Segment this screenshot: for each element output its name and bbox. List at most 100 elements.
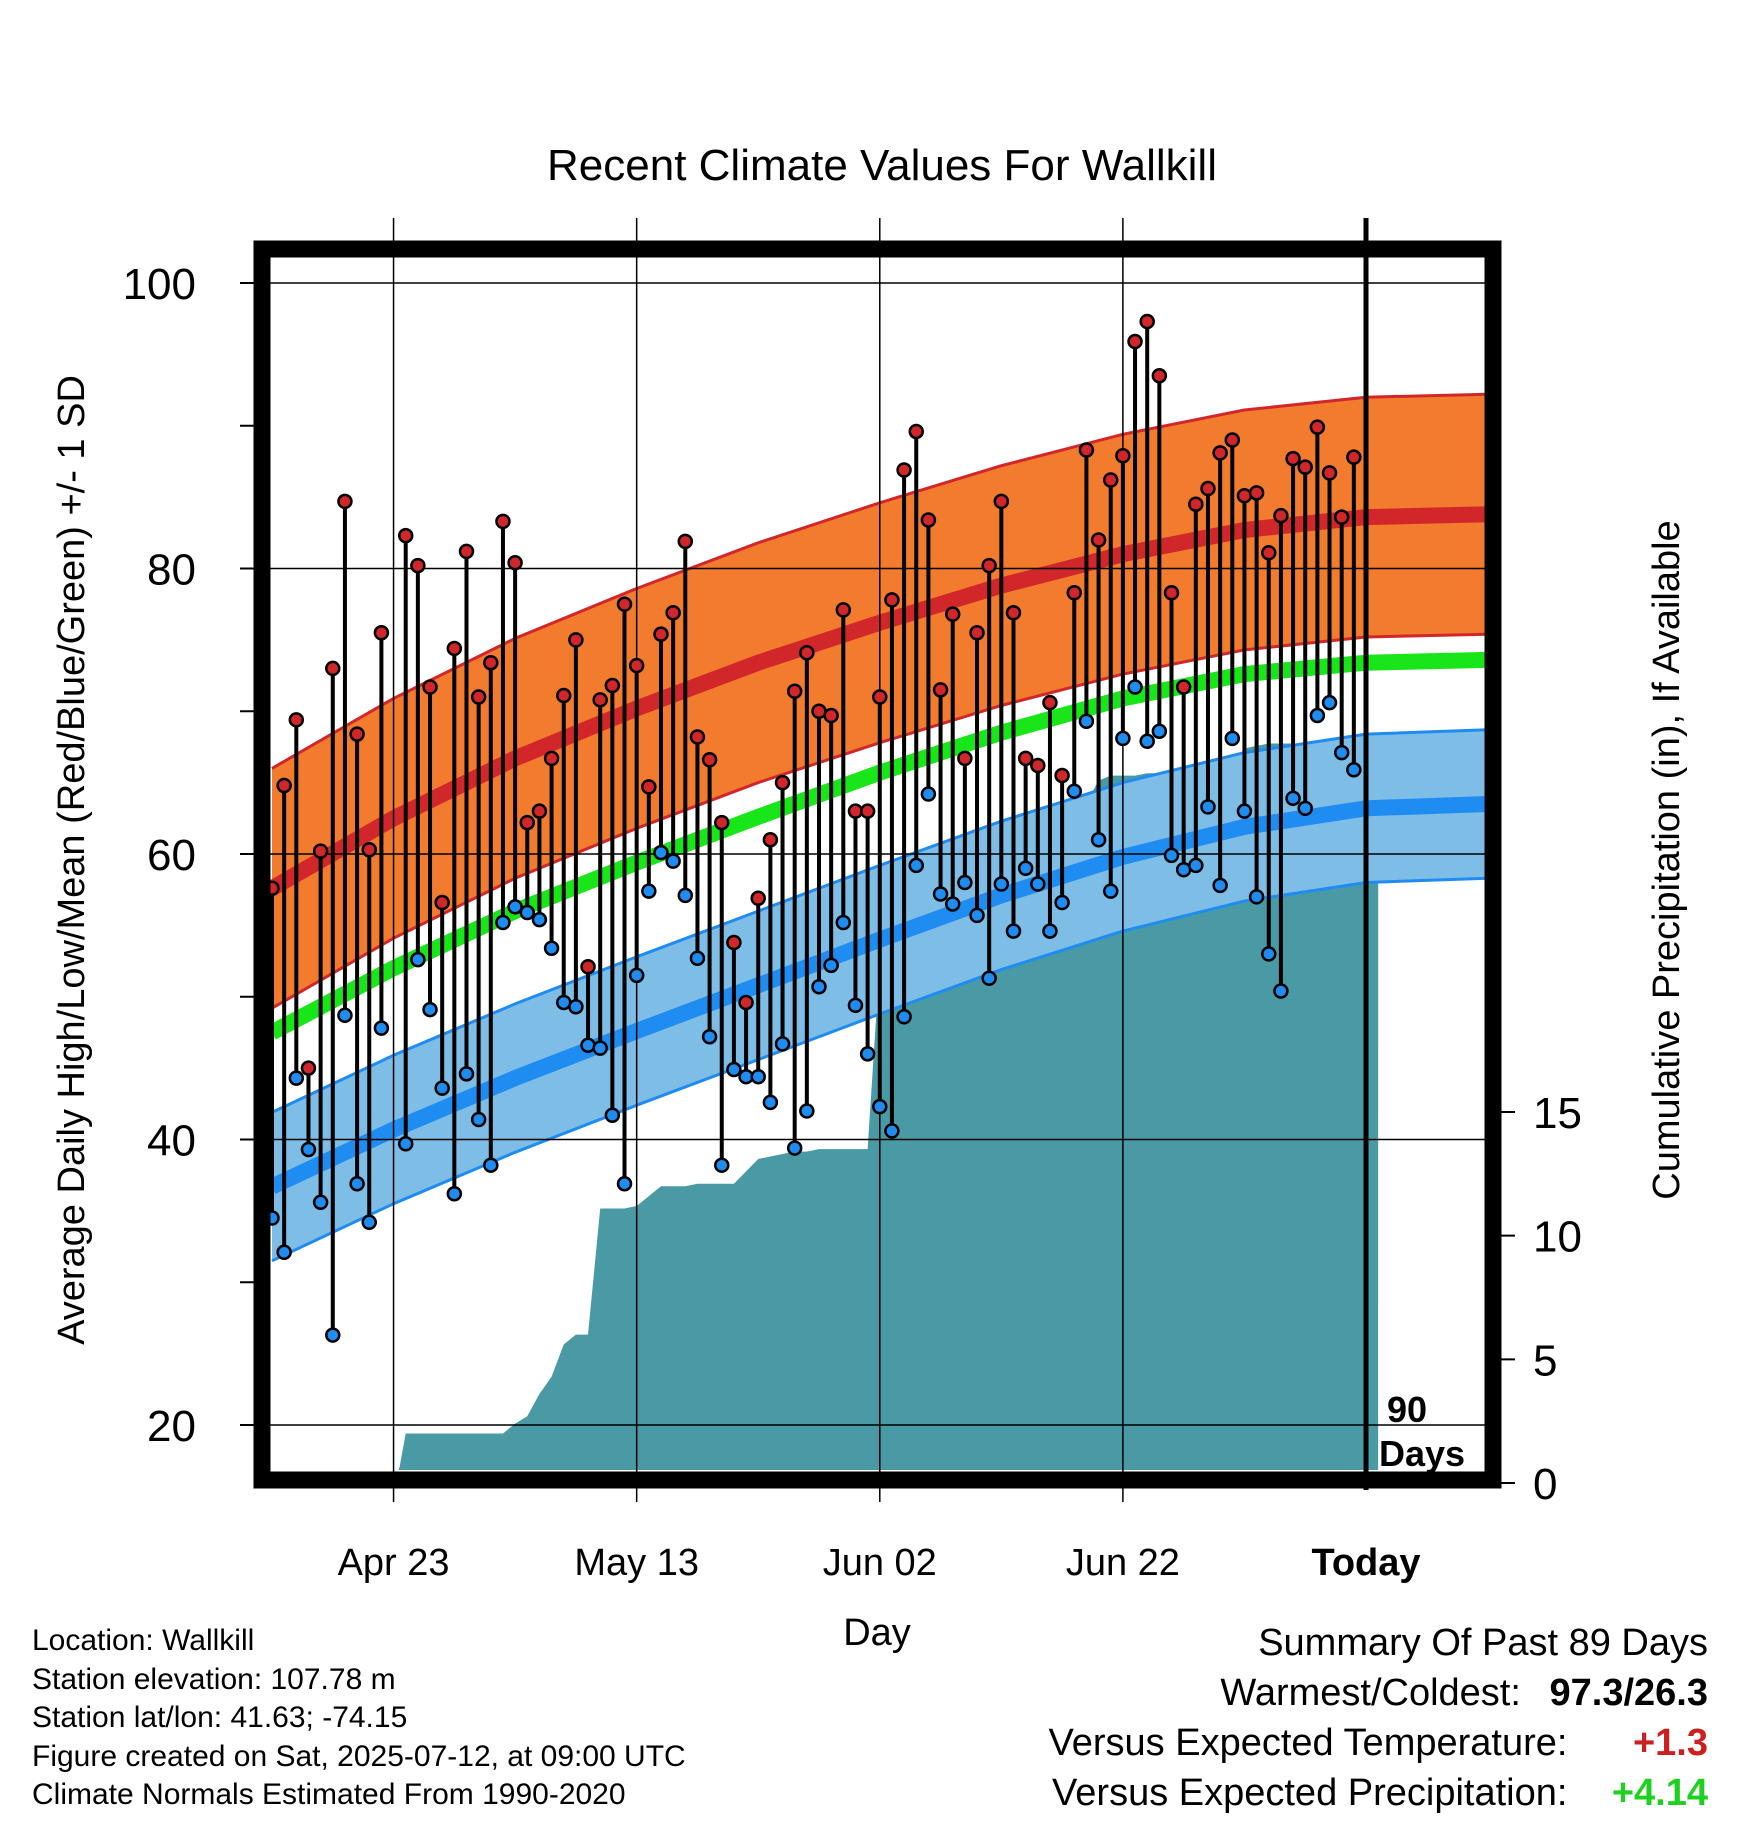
daily-low-point: [1127, 679, 1143, 695]
daily-low-point: [422, 1001, 438, 1018]
daily-low-point: [1333, 744, 1350, 761]
daily-low-point: [592, 1040, 608, 1056]
warm-cold-separator: /: [1623, 1672, 1635, 1714]
x-tick-label: May 13: [574, 1542, 699, 1584]
y-tick-label: 40: [147, 1117, 196, 1166]
daily-low-point: [470, 1111, 487, 1128]
daily-low-point: [969, 907, 985, 924]
daily-low-point: [1261, 946, 1277, 962]
daily-high-point: [555, 687, 572, 704]
chart-title: Recent Climate Values For Wallkill: [547, 141, 1217, 190]
daily-low-point: [446, 1185, 463, 1202]
daily-low-point: [1321, 694, 1338, 711]
daily-low-point: [1115, 730, 1131, 747]
precip-value: +4.14: [1611, 1772, 1708, 1814]
daily-low-point: [665, 853, 681, 869]
daily-low-point: [1005, 923, 1022, 939]
daily-high-point: [799, 644, 815, 661]
daily-low-point: [616, 1176, 633, 1192]
daily-high-point: [993, 493, 1010, 510]
daily-high-point: [470, 689, 487, 705]
daily-low-point: [531, 911, 548, 928]
daily-low-point: [701, 1028, 718, 1045]
daily-low-point: [908, 857, 924, 874]
daily-low-point: [349, 1176, 365, 1192]
daily-high-point: [1090, 532, 1107, 548]
daily-high-point: [944, 606, 961, 622]
daily-high-point: [701, 752, 718, 768]
daily-low-point: [543, 940, 560, 956]
daily-high-point: [1212, 445, 1228, 461]
daily-low-point: [920, 786, 937, 802]
daily-low-point: [276, 1244, 292, 1261]
daily-high-point: [665, 605, 681, 621]
daily-high-point: [1115, 447, 1131, 464]
daily-high-point: [738, 994, 754, 1011]
daily-low-point: [300, 1141, 317, 1158]
location-text: Location: Wallkill: [32, 1624, 255, 1657]
daily-high-point: [762, 831, 779, 848]
normals-text: Climate Normals Estimated From 1990-2020: [32, 1778, 626, 1811]
daily-low-point: [361, 1214, 377, 1231]
daily-low-point: [1200, 799, 1216, 815]
daily-high-point: [981, 557, 997, 574]
daily-low-point: [410, 951, 426, 968]
daily-low-point: [397, 1136, 414, 1152]
y2-tick-label: 0: [1533, 1460, 1557, 1509]
daily-high-point: [361, 841, 377, 858]
daily-high-point: [1309, 419, 1326, 435]
daily-low-point: [944, 896, 961, 912]
daily-high-point: [1175, 679, 1192, 695]
daily-low-point: [1030, 876, 1046, 892]
daily-high-point: [300, 1060, 317, 1076]
daily-high-point: [641, 779, 657, 795]
today-label-line2: Days: [1379, 1433, 1465, 1474]
daily-low-point: [1309, 707, 1326, 724]
daily-high-point: [957, 750, 973, 767]
daily-low-point: [337, 1007, 353, 1024]
daily-high-point: [896, 462, 912, 478]
x-axis-label: Day: [843, 1612, 911, 1654]
daily-low-point: [774, 1036, 791, 1052]
daily-low-point: [1285, 790, 1301, 807]
daily-low-point: [1297, 800, 1313, 817]
daily-high-point: [1030, 757, 1046, 774]
daily-high-point: [920, 512, 937, 528]
daily-low-point: [1248, 889, 1265, 905]
daily-low-point: [325, 1327, 341, 1343]
daily-high-point: [349, 726, 365, 742]
daily-low-point: [628, 967, 645, 984]
daily-high-point: [604, 677, 621, 694]
daily-high-point: [714, 814, 730, 831]
daily-high-point: [446, 640, 463, 657]
daily-low-point: [1066, 783, 1083, 799]
daily-low-point: [932, 886, 949, 902]
daily-high-point: [531, 803, 548, 819]
daily-low-point: [1102, 883, 1119, 899]
daily-low-point: [373, 1020, 390, 1036]
daily-high-point: [1139, 313, 1155, 330]
daily-low-point: [872, 1098, 888, 1115]
daily-low-point: [859, 1046, 876, 1062]
daily-high-point: [519, 814, 536, 831]
daily-high-point: [653, 626, 669, 642]
daily-high-point: [689, 729, 706, 745]
daily-high-point: [410, 557, 426, 574]
daily-high-point: [786, 683, 803, 700]
daily-high-point: [1163, 585, 1180, 601]
daily-low-point: [1188, 857, 1204, 874]
daily-low-point: [434, 1080, 450, 1096]
daily-low-point: [1163, 847, 1180, 864]
created-text: Figure created on Sat, 2025-07-12, at 09…: [32, 1739, 686, 1773]
daily-high-point: [1285, 450, 1301, 467]
daily-low-point: [483, 1157, 499, 1173]
y-axis-label: Average Daily High/Low/Mean (Red/Blue/Gr…: [51, 375, 93, 1345]
daily-high-point: [872, 689, 888, 705]
daily-high-point: [276, 777, 292, 794]
coldest-value: 26.3: [1634, 1672, 1708, 1714]
daily-high-point: [969, 624, 985, 641]
daily-high-point: [1066, 585, 1083, 601]
daily-high-point: [884, 592, 900, 608]
daily-high-point: [1127, 333, 1143, 350]
